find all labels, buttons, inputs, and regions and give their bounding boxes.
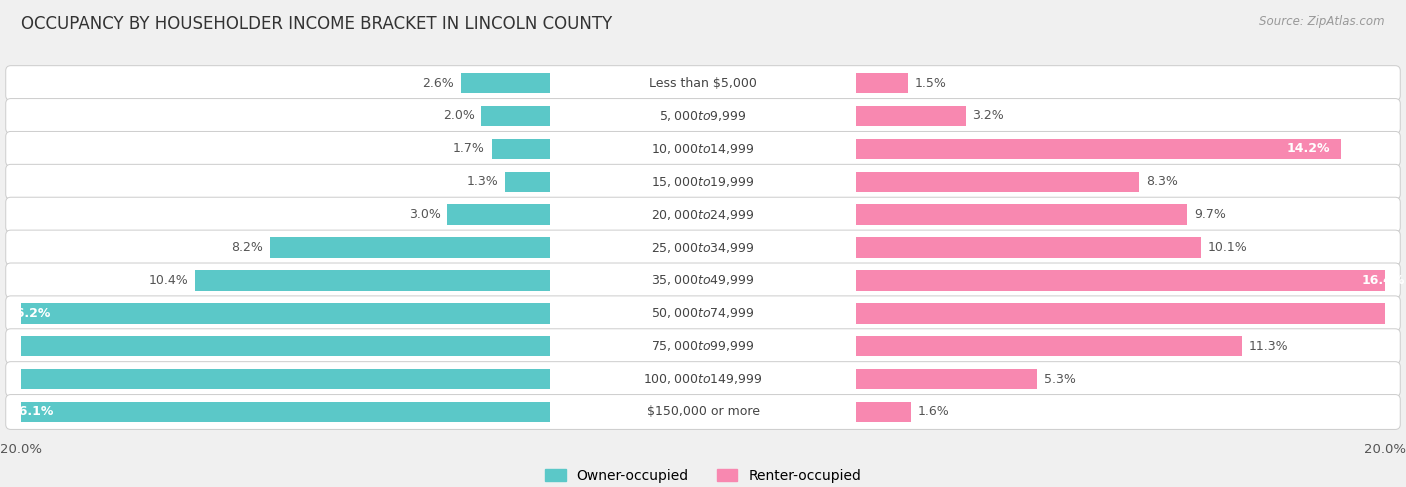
FancyBboxPatch shape: [6, 362, 1400, 396]
Legend: Owner-occupied, Renter-occupied: Owner-occupied, Renter-occupied: [538, 463, 868, 487]
Bar: [505, 171, 550, 192]
Bar: [0, 303, 550, 323]
Text: 11.3%: 11.3%: [1249, 340, 1288, 353]
FancyBboxPatch shape: [6, 66, 1400, 100]
Bar: [856, 303, 1406, 323]
Bar: [856, 106, 966, 126]
FancyBboxPatch shape: [6, 329, 1400, 364]
FancyBboxPatch shape: [6, 197, 1400, 232]
Bar: [461, 73, 550, 94]
Bar: [856, 237, 1201, 258]
Bar: [0, 369, 550, 389]
Bar: [856, 139, 1340, 159]
Text: $75,000 to $99,999: $75,000 to $99,999: [651, 339, 755, 353]
Bar: [481, 106, 550, 126]
Text: Less than $5,000: Less than $5,000: [650, 76, 756, 90]
Text: $5,000 to $9,999: $5,000 to $9,999: [659, 109, 747, 123]
Bar: [856, 336, 1241, 356]
Text: 2.6%: 2.6%: [422, 76, 454, 90]
Text: $10,000 to $14,999: $10,000 to $14,999: [651, 142, 755, 156]
Bar: [856, 402, 911, 422]
Bar: [270, 237, 550, 258]
FancyBboxPatch shape: [6, 263, 1400, 298]
FancyBboxPatch shape: [6, 394, 1400, 430]
Bar: [492, 139, 550, 159]
Bar: [0, 336, 550, 356]
Bar: [856, 369, 1038, 389]
Bar: [856, 73, 908, 94]
Text: Source: ZipAtlas.com: Source: ZipAtlas.com: [1260, 15, 1385, 28]
Text: 14.2%: 14.2%: [1286, 142, 1330, 155]
Text: 8.3%: 8.3%: [1146, 175, 1178, 188]
Bar: [856, 171, 1139, 192]
Text: $100,000 to $149,999: $100,000 to $149,999: [644, 372, 762, 386]
Text: 10.4%: 10.4%: [149, 274, 188, 287]
Text: $50,000 to $74,999: $50,000 to $74,999: [651, 306, 755, 320]
Text: $20,000 to $24,999: $20,000 to $24,999: [651, 207, 755, 222]
Bar: [195, 270, 550, 291]
Text: 1.6%: 1.6%: [918, 406, 949, 418]
Text: 16.2%: 16.2%: [7, 307, 51, 320]
Text: 1.5%: 1.5%: [914, 76, 946, 90]
Text: 3.2%: 3.2%: [973, 110, 1004, 123]
Text: 5.3%: 5.3%: [1045, 373, 1076, 386]
Text: 16.4%: 16.4%: [1362, 274, 1406, 287]
Bar: [447, 205, 550, 225]
Text: 8.2%: 8.2%: [232, 241, 263, 254]
Text: OCCUPANCY BY HOUSEHOLDER INCOME BRACKET IN LINCOLN COUNTY: OCCUPANCY BY HOUSEHOLDER INCOME BRACKET …: [21, 15, 613, 33]
Text: $150,000 or more: $150,000 or more: [647, 406, 759, 418]
FancyBboxPatch shape: [6, 230, 1400, 265]
Text: 16.1%: 16.1%: [11, 406, 55, 418]
FancyBboxPatch shape: [6, 98, 1400, 133]
Bar: [0, 402, 550, 422]
Text: $15,000 to $19,999: $15,000 to $19,999: [651, 175, 755, 189]
Text: 9.7%: 9.7%: [1194, 208, 1226, 221]
Text: 10.1%: 10.1%: [1208, 241, 1247, 254]
Text: $25,000 to $34,999: $25,000 to $34,999: [651, 241, 755, 255]
FancyBboxPatch shape: [6, 164, 1400, 199]
Text: 3.0%: 3.0%: [409, 208, 440, 221]
Text: 1.7%: 1.7%: [453, 142, 485, 155]
Text: $35,000 to $49,999: $35,000 to $49,999: [651, 273, 755, 287]
FancyBboxPatch shape: [6, 296, 1400, 331]
Bar: [856, 270, 1406, 291]
Bar: [856, 205, 1187, 225]
Text: 2.0%: 2.0%: [443, 110, 475, 123]
FancyBboxPatch shape: [6, 131, 1400, 167]
Text: 1.3%: 1.3%: [467, 175, 499, 188]
